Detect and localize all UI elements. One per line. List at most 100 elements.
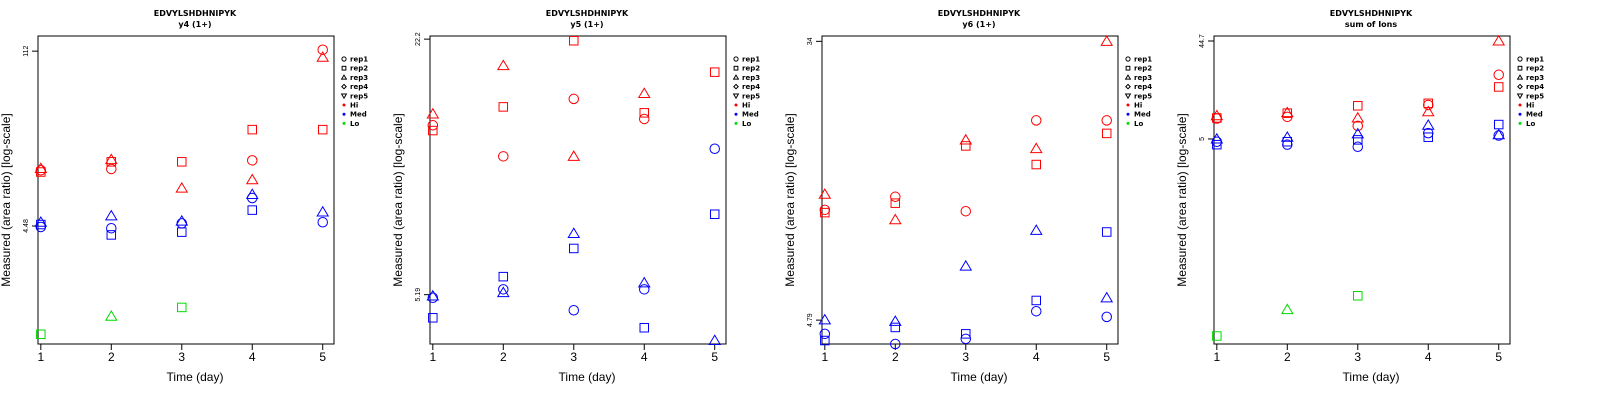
legend-marker-rep3	[1124, 74, 1132, 80]
data-point-hi-rep2-day3	[961, 141, 971, 151]
legend-label-rep1: rep1	[350, 56, 368, 64]
x-tick-label: 5	[1495, 350, 1502, 364]
data-point-med-rep2-day3	[569, 243, 579, 254]
data-point-hi-rep1-day3	[568, 93, 580, 105]
chart-title: EDVYLSHDHNIPYK	[1330, 9, 1413, 18]
data-point-med-rep3-day2	[496, 286, 510, 298]
legend-label-rep4: rep4	[1134, 83, 1152, 91]
data-point-hi-rep2-day5	[1493, 82, 1504, 92]
chart-title: EDVYLSHDHNIPYK	[154, 9, 237, 18]
data-point-med-rep3-day5	[316, 205, 330, 217]
legend-label-med: Med	[742, 111, 759, 119]
data-point-med-rep2-day2	[890, 322, 901, 333]
data-point-hi-rep3-day3	[1351, 111, 1365, 123]
data-point-hi-rep1-day4	[1422, 99, 1434, 111]
legend-marker-rep1	[341, 56, 347, 62]
legend-marker-med	[342, 112, 346, 116]
data-point-hi-rep3-day1	[818, 188, 832, 199]
y-tick-label: 34	[807, 37, 814, 45]
legend-label-rep5: rep5	[1526, 92, 1544, 100]
data-point-hi-rep1-day3	[960, 205, 972, 217]
data-point-hi-rep1-day2	[890, 191, 901, 203]
data-point-med-rep3-day4	[245, 188, 259, 199]
data-point-med-rep2-day1	[1212, 139, 1222, 150]
data-point-hi-rep3-day4	[245, 173, 259, 185]
data-point-med-rep3-day2	[888, 315, 902, 326]
data-point-med-rep1-day1	[819, 328, 831, 340]
legend-label-lo: Lo	[350, 120, 359, 128]
legend-marker-rep2	[1517, 65, 1523, 71]
data-point-med-rep1-day1	[35, 221, 47, 233]
x-tick-label: 2	[892, 350, 899, 364]
data-point-med-rep3-day3	[175, 214, 189, 226]
y-axis-label: Measured (area ratio) [log-scale]	[1175, 113, 1189, 286]
legend-label-rep5: rep5	[350, 92, 368, 100]
legend-label-hi: Hi	[742, 102, 750, 110]
y-tick-label: 44.7	[1199, 34, 1206, 48]
data-point-med-rep3-day3	[1351, 127, 1365, 139]
legend-label-rep5: rep5	[742, 92, 760, 100]
legend-label-rep4: rep4	[1526, 83, 1544, 91]
data-point-med-rep2-day4	[247, 205, 257, 215]
data-point-hi-rep3-day4	[1029, 142, 1043, 154]
legend-label-rep2: rep2	[1526, 65, 1544, 73]
data-point-hi-rep3-day2	[104, 153, 118, 165]
data-point-med-rep1-day2	[106, 222, 117, 234]
y-tick-label: 5.19	[415, 288, 422, 302]
data-point-hi-rep2-day5	[1101, 128, 1112, 139]
data-point-hi-rep1-day4	[1030, 115, 1042, 126]
legend-label-rep3: rep3	[350, 74, 368, 82]
legend-marker-rep4	[733, 83, 739, 90]
data-point-hi-rep2-day1	[820, 207, 830, 218]
data-point-med-rep1-day5	[709, 143, 720, 155]
data-point-hi-rep2-day2	[498, 102, 509, 112]
legend-marker-med	[734, 112, 738, 116]
x-axis-label: Time (day)	[1343, 370, 1400, 384]
legend-marker-lo	[342, 121, 346, 125]
data-point-hi-rep2-day4	[247, 124, 257, 135]
chart-title: EDVYLSHDHNIPYK	[938, 9, 1021, 18]
data-point-lo-rep2-day1	[36, 329, 46, 340]
chart-subtitle: y5 (1+)	[570, 20, 603, 29]
y-tick-label: 4.48	[23, 219, 30, 233]
legend-label-rep1: rep1	[1526, 56, 1544, 64]
data-point-hi-rep3-day2	[888, 213, 902, 225]
legend-marker-rep5	[1124, 93, 1132, 100]
data-point-lo-rep2-day3	[1353, 291, 1363, 301]
plot-frame	[37, 35, 335, 345]
chart-panel-1: EDVYLSHDHNIPYK y4 (1+) 1 2 3 4 5 Time (day) 4.48…	[0, 9, 368, 384]
legend-marker-rep3	[340, 74, 348, 80]
data-point-med-rep3-day4	[1029, 224, 1043, 235]
legend-marker-rep2	[733, 65, 739, 71]
data-point-med-rep2-day3	[1353, 135, 1363, 145]
data-point-hi-rep2-day5	[709, 67, 720, 77]
data-point-med-rep2-day4	[639, 322, 649, 333]
legend-marker-hi	[342, 103, 346, 107]
data-point-med-rep3-day5	[1100, 291, 1114, 303]
y-axis-label: Measured (area ratio) [log-scale]	[391, 113, 405, 286]
data-point-hi-rep1-day5	[1493, 69, 1504, 81]
legend-marker-lo	[1518, 121, 1522, 125]
legend-label-hi: Hi	[1526, 102, 1534, 110]
x-tick-label: 4	[249, 350, 256, 364]
legend-marker-rep3	[732, 74, 740, 80]
legend-label-rep5: rep5	[1134, 92, 1152, 100]
data-point-med-rep3-day4	[1421, 118, 1435, 130]
chart-panel-4: EDVYLSHDHNIPYK sum of Ions 1 2 3 4 5 Time (day)…	[1175, 9, 1544, 384]
data-point-hi-rep3-day3	[175, 181, 189, 193]
data-point-med-rep2-day4	[1423, 132, 1433, 142]
data-point-med-rep3-day3	[959, 259, 973, 271]
x-tick-label: 4	[1425, 350, 1432, 364]
data-point-hi-rep3-day3	[567, 150, 581, 161]
data-point-hi-rep2-day4	[639, 108, 649, 118]
data-point-med-rep1-day4	[1030, 305, 1042, 317]
chart-panel-2: EDVYLSHDHNIPYK y5 (1+) 1 2 3 4 5 Time (day) 5.19…	[391, 9, 760, 384]
data-point-hi-rep2-day3	[569, 35, 579, 46]
data-point-med-rep2-day5	[1493, 119, 1504, 130]
data-point-hi-rep3-day5	[316, 51, 330, 62]
legend-label-rep3: rep3	[742, 74, 760, 82]
legend-label-lo: Lo	[1526, 120, 1535, 128]
data-point-med-rep2-day5	[709, 209, 720, 219]
